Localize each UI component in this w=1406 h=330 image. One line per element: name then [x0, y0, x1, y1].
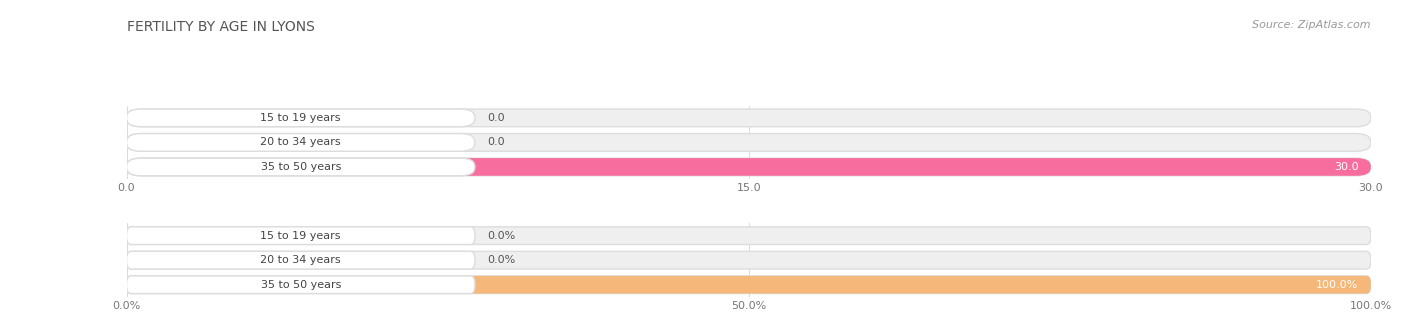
FancyBboxPatch shape [127, 158, 1371, 176]
Text: 20 to 34 years: 20 to 34 years [260, 137, 342, 148]
FancyBboxPatch shape [127, 158, 1371, 176]
FancyBboxPatch shape [127, 227, 1371, 245]
Text: 100.0%: 100.0% [1316, 280, 1358, 290]
Text: 0.0: 0.0 [488, 137, 505, 148]
FancyBboxPatch shape [127, 276, 475, 294]
FancyBboxPatch shape [127, 134, 1371, 151]
FancyBboxPatch shape [127, 251, 1371, 269]
FancyBboxPatch shape [127, 134, 475, 151]
FancyBboxPatch shape [127, 276, 1371, 294]
Text: 35 to 50 years: 35 to 50 years [260, 280, 340, 290]
Text: 0.0%: 0.0% [488, 255, 516, 265]
FancyBboxPatch shape [127, 251, 475, 269]
FancyBboxPatch shape [127, 109, 1371, 127]
Text: Source: ZipAtlas.com: Source: ZipAtlas.com [1253, 20, 1371, 30]
FancyBboxPatch shape [127, 227, 475, 245]
Text: 15 to 19 years: 15 to 19 years [260, 113, 342, 123]
Text: 0.0%: 0.0% [488, 231, 516, 241]
Text: 20 to 34 years: 20 to 34 years [260, 255, 342, 265]
Text: FERTILITY BY AGE IN LYONS: FERTILITY BY AGE IN LYONS [127, 20, 315, 34]
FancyBboxPatch shape [127, 276, 1371, 294]
Text: 15 to 19 years: 15 to 19 years [260, 231, 342, 241]
Text: 0.0: 0.0 [488, 113, 505, 123]
Text: 35 to 50 years: 35 to 50 years [260, 162, 340, 172]
FancyBboxPatch shape [127, 109, 475, 127]
Text: 30.0: 30.0 [1334, 162, 1358, 172]
FancyBboxPatch shape [127, 158, 475, 176]
